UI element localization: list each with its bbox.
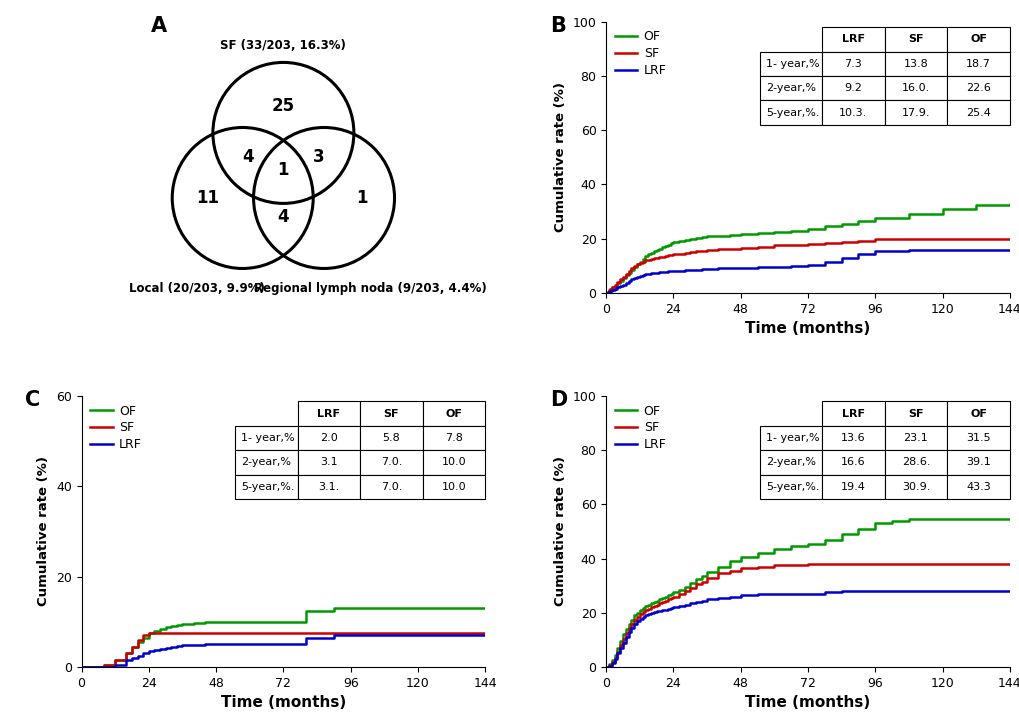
Legend: OF, SF, LRF: OF, SF, LRF: [611, 28, 668, 80]
Y-axis label: Cumulative rate (%): Cumulative rate (%): [553, 457, 567, 606]
Text: 1: 1: [277, 160, 288, 178]
Text: 1: 1: [356, 189, 368, 207]
Text: 3: 3: [313, 149, 324, 166]
Text: Regional lymph noda (9/203, 4.4%): Regional lymph noda (9/203, 4.4%): [254, 282, 486, 295]
Text: B: B: [549, 17, 566, 36]
Text: 4: 4: [243, 149, 254, 166]
Y-axis label: Cumulative rate (%): Cumulative rate (%): [553, 83, 567, 232]
Text: D: D: [549, 391, 567, 410]
Text: SF (33/203, 16.3%): SF (33/203, 16.3%): [220, 38, 346, 51]
Text: 4: 4: [277, 208, 289, 226]
Legend: OF, SF, LRF: OF, SF, LRF: [611, 402, 668, 454]
X-axis label: Time (months): Time (months): [745, 695, 870, 710]
Legend: OF, SF, LRF: OF, SF, LRF: [88, 402, 145, 454]
X-axis label: Time (months): Time (months): [220, 695, 345, 710]
Text: Local (20/203, 9.9%): Local (20/203, 9.9%): [128, 282, 264, 295]
Text: 25: 25: [271, 97, 294, 115]
X-axis label: Time (months): Time (months): [745, 321, 870, 336]
Y-axis label: Cumulative rate (%): Cumulative rate (%): [38, 457, 50, 606]
Text: A: A: [151, 17, 166, 36]
Text: 11: 11: [196, 189, 219, 207]
Text: C: C: [25, 391, 41, 410]
